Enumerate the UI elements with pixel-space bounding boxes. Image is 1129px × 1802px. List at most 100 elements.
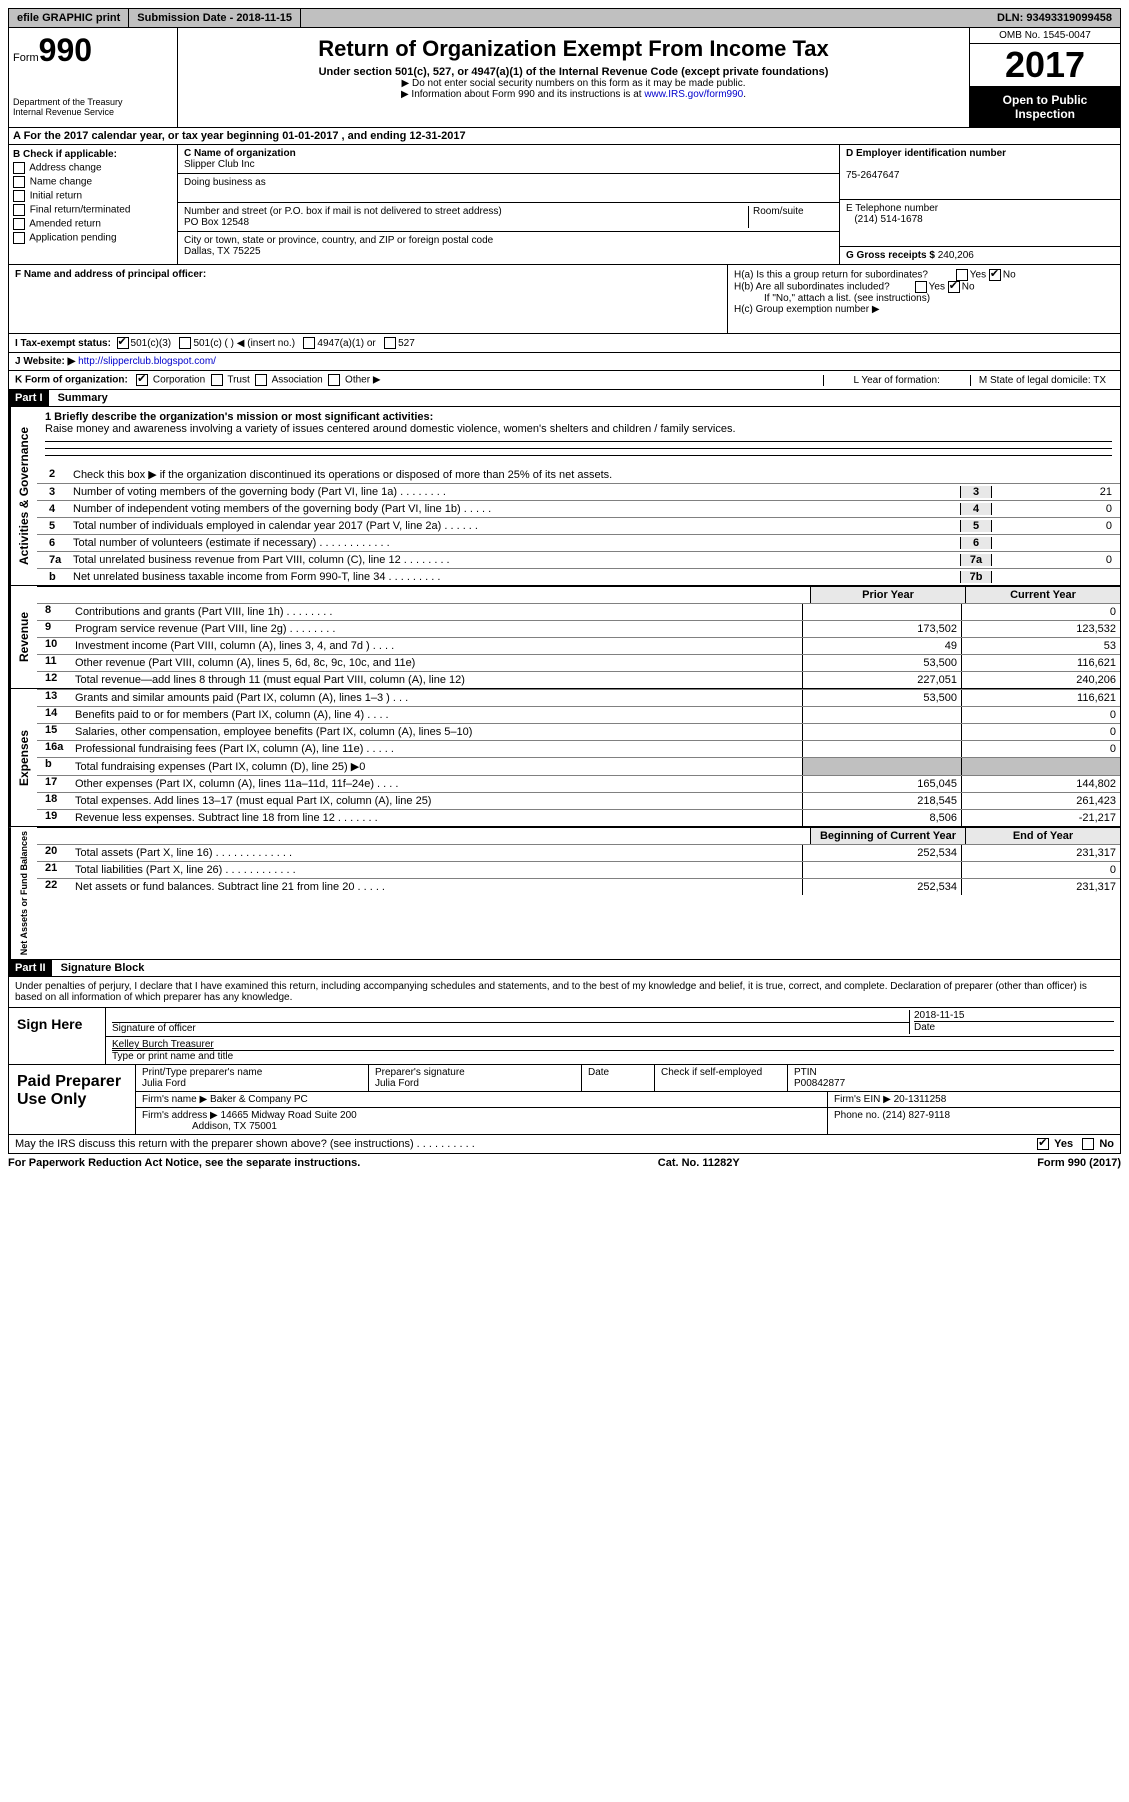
netassets-header: Beginning of Current Year End of Year	[37, 827, 1120, 844]
row-k-form-org: K Form of organization: Corporation Trus…	[8, 371, 1121, 390]
col-d-contact: D Employer identification number 75-2647…	[839, 145, 1120, 264]
paid-preparer-label: Paid Preparer Use Only	[9, 1065, 136, 1134]
cb-final-return[interactable]	[13, 204, 25, 216]
line-6: 6Total number of volunteers (estimate if…	[37, 534, 1120, 551]
firm-addr: 14665 Midway Road Suite 200	[221, 1110, 357, 1121]
cb-initial-return[interactable]	[13, 190, 25, 202]
col-end: End of Year	[965, 828, 1120, 844]
ein-label: D Employer identification number	[846, 148, 1006, 159]
exp-line-17: 17Other expenses (Part IX, column (A), l…	[37, 775, 1120, 792]
year-formation: L Year of formation:	[823, 375, 970, 386]
line-7a: 7aTotal unrelated business revenue from …	[37, 551, 1120, 568]
sig-date: 2018-11-15	[914, 1010, 964, 1021]
row-i-tax-status: I Tax-exempt status: 501(c)(3) 501(c) ( …	[8, 334, 1121, 353]
part2-header-row: Part II Signature Block	[8, 960, 1121, 977]
org-name: Slipper Club Inc	[184, 159, 255, 170]
revenue-header: Prior Year Current Year	[37, 586, 1120, 603]
row-j-website: J Website: ▶ http://slipperclub.blogspot…	[8, 353, 1121, 371]
exp-line-14: 14Benefits paid to or for members (Part …	[37, 706, 1120, 723]
city-cell: City or town, state or province, country…	[178, 232, 839, 260]
side-revenue: Revenue	[9, 586, 37, 688]
entity-grid: B Check if applicable: Address change Na…	[8, 145, 1121, 265]
signature-block: Under penalties of perjury, I declare th…	[8, 977, 1121, 1135]
line-2: 2 Check this box ▶ if the organization d…	[37, 466, 1120, 483]
cb-501c3[interactable]	[117, 337, 129, 349]
mission-label: 1 Briefly describe the organization's mi…	[45, 411, 433, 423]
cb-name-change[interactable]	[13, 176, 25, 188]
phone-cell: E Telephone number (214) 514-1678	[840, 200, 1120, 247]
gross-label: G Gross receipts $	[846, 250, 935, 261]
cb-address-change[interactable]	[13, 162, 25, 174]
activities-section: Activities & Governance 1 Briefly descri…	[8, 407, 1121, 586]
prep-name: Julia Ford	[142, 1078, 186, 1089]
room-suite: Room/suite	[748, 206, 833, 228]
tax-year: 2017	[970, 44, 1120, 87]
preparer-row: Paid Preparer Use Only Print/Type prepar…	[9, 1064, 1120, 1134]
expenses-section: Expenses 13Grants and similar amounts pa…	[8, 689, 1121, 827]
omb-number: OMB No. 1545-0047	[970, 28, 1120, 44]
firm-phone: (214) 827-9118	[882, 1110, 950, 1121]
addr-label: Number and street (or P.O. box if mail i…	[184, 206, 502, 217]
ptin-label: PTIN	[794, 1067, 817, 1078]
penalty-text: Under penalties of perjury, I declare th…	[9, 977, 1120, 1007]
hc-exemption: H(c) Group exemption number ▶	[734, 304, 1114, 315]
sig-officer-label: Signature of officer	[112, 1022, 909, 1034]
discuss-row: May the IRS discuss this return with the…	[8, 1135, 1121, 1154]
cb-527[interactable]	[384, 337, 396, 349]
city-label: City or town, state or province, country…	[184, 235, 493, 246]
submission-date: Submission Date - 2018-11-15	[129, 9, 301, 27]
side-expenses: Expenses	[9, 689, 37, 826]
cb-amended[interactable]	[13, 218, 25, 230]
state-domicile: M State of legal domicile: TX	[970, 375, 1114, 386]
date-label: Date	[914, 1021, 1114, 1033]
cb-trust[interactable]	[211, 374, 223, 386]
mission-box: 1 Briefly describe the organization's mi…	[37, 407, 1120, 466]
form-subtitle: Under section 501(c), 527, or 4947(a)(1)…	[186, 66, 961, 78]
firm-addr-label: Firm's address ▶	[142, 1110, 218, 1121]
name-title-label: Type or print name and title	[112, 1050, 1114, 1062]
note-ssn: ▶ Do not enter social security numbers o…	[186, 78, 961, 89]
firm-label: Firm's name ▶	[142, 1094, 207, 1105]
firm-ein-label: Firm's EIN ▶	[834, 1094, 891, 1105]
revenue-section: Revenue Prior Year Current Year 8Contrib…	[8, 586, 1121, 689]
org-name-cell: C Name of organization Slipper Club Inc	[178, 145, 839, 174]
part1-header-row: Part I Summary	[8, 390, 1121, 407]
firm-city: Addison, TX 75001	[192, 1121, 277, 1132]
header-center: Return of Organization Exempt From Incom…	[178, 28, 969, 127]
hb-no[interactable]	[948, 281, 960, 293]
phone-value: (214) 514-1678	[854, 214, 922, 225]
cb-application-pending[interactable]	[13, 232, 25, 244]
website-link[interactable]: http://slipperclub.blogspot.com/	[78, 356, 216, 367]
rev-line-12: 12Total revenue—add lines 8 through 11 (…	[37, 671, 1120, 688]
firm-ein: 20-1311258	[894, 1094, 947, 1105]
discuss-no[interactable]	[1082, 1138, 1094, 1150]
line-4: 4Number of independent voting members of…	[37, 500, 1120, 517]
form-label: Form	[13, 52, 39, 64]
discuss-yes[interactable]	[1037, 1138, 1049, 1150]
exp-line-19: 19Revenue less expenses. Subtract line 1…	[37, 809, 1120, 826]
rev-line-11: 11Other revenue (Part VIII, column (A), …	[37, 654, 1120, 671]
discuss-text: May the IRS discuss this return with the…	[15, 1138, 475, 1150]
footer-mid: Cat. No. 11282Y	[658, 1157, 740, 1169]
address-cell: Number and street (or P.O. box if mail i…	[178, 203, 839, 232]
open-to-public: Open to Public Inspection	[970, 87, 1120, 127]
cb-corp[interactable]	[136, 374, 148, 386]
side-netassets: Net Assets or Fund Balances	[9, 827, 37, 959]
prep-sig-label: Preparer's signature	[375, 1067, 465, 1078]
cb-501c[interactable]	[179, 337, 191, 349]
cb-other[interactable]	[328, 374, 340, 386]
exp-line-18: 18Total expenses. Add lines 13–17 (must …	[37, 792, 1120, 809]
exp-line-b: bTotal fundraising expenses (Part IX, co…	[37, 757, 1120, 775]
footer: For Paperwork Reduction Act Notice, see …	[8, 1154, 1121, 1172]
cb-assoc[interactable]	[255, 374, 267, 386]
part2-label: Part II	[9, 960, 52, 976]
rev-line-9: 9Program service revenue (Part VIII, lin…	[37, 620, 1120, 637]
sign-here-label: Sign Here	[9, 1008, 106, 1064]
net-line-20: 20Total assets (Part X, line 16) . . . .…	[37, 844, 1120, 861]
ha-no[interactable]	[989, 269, 1001, 281]
irs-link[interactable]: www.IRS.gov/form990	[644, 89, 743, 100]
prep-name-label: Print/Type preparer's name	[142, 1067, 262, 1078]
cb-4947[interactable]	[303, 337, 315, 349]
hb-yes[interactable]	[915, 281, 927, 293]
top-bar: efile GRAPHIC print Submission Date - 20…	[8, 8, 1121, 28]
